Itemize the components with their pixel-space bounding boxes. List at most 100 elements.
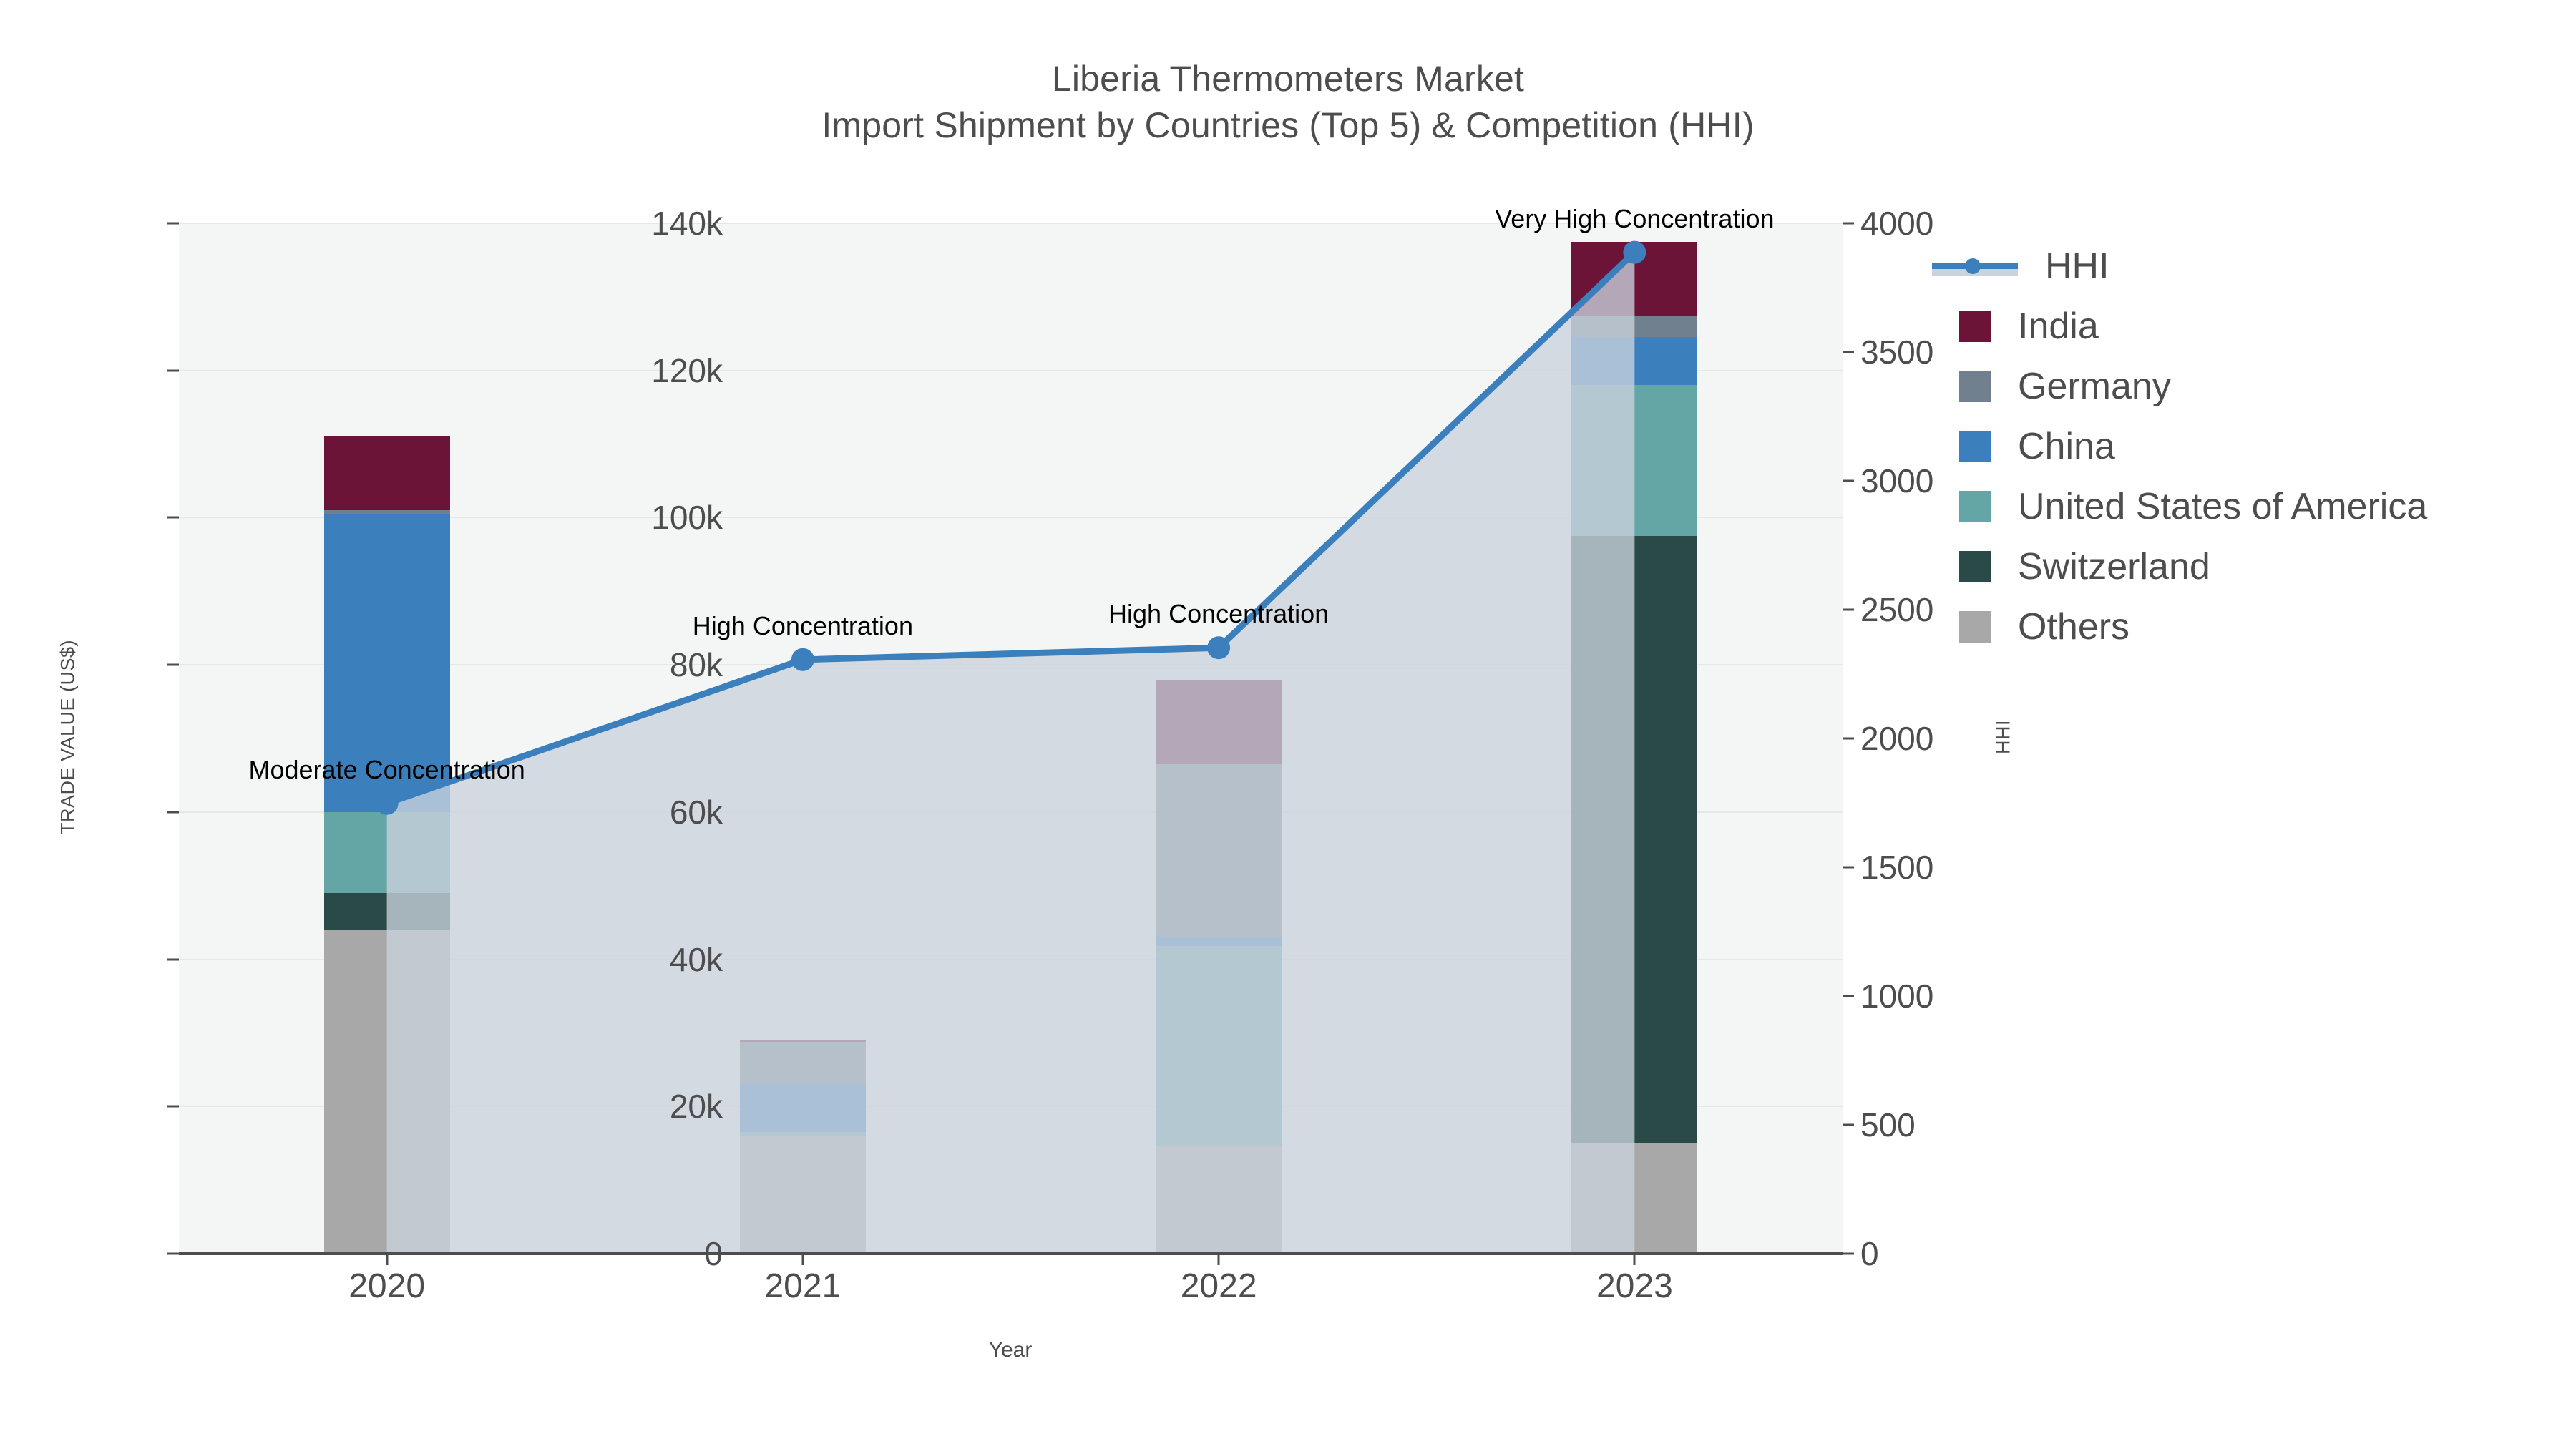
y-tick-label: 20k bbox=[669, 1088, 723, 1126]
secondary-y-tick-mark bbox=[1843, 866, 1854, 869]
y-tick: 20k bbox=[670, 1087, 723, 1126]
bar-segment[interactable] bbox=[1571, 1143, 1698, 1254]
y-tick: 80k bbox=[670, 645, 723, 684]
secondary-y-tick-label: 2500 bbox=[1860, 591, 1934, 628]
y-tick: 40k bbox=[670, 940, 723, 979]
secondary-y-tick-label: 3000 bbox=[1860, 462, 1934, 499]
legend-item-hhi[interactable]: HHI bbox=[1932, 236, 2427, 296]
y-tick-label: 140k bbox=[651, 205, 723, 242]
secondary-y-tick-mark bbox=[1843, 1123, 1854, 1126]
y-tick-mark bbox=[167, 1105, 179, 1108]
bar-segment[interactable] bbox=[323, 436, 450, 511]
bar-segment[interactable] bbox=[323, 811, 450, 893]
chart-subtitle: Import Shipment by Countries (Top 5) & C… bbox=[821, 105, 1755, 145]
y-tick-mark bbox=[167, 222, 179, 225]
y-tick: 120k bbox=[651, 351, 723, 390]
secondary-y-tick-mark bbox=[1843, 1252, 1854, 1255]
x-tick-label: 2021 bbox=[764, 1267, 841, 1305]
secondary-y-tick-label: 0 bbox=[1860, 1235, 1879, 1272]
x-tick-label: 2023 bbox=[1596, 1267, 1673, 1305]
y-tick: 140k bbox=[651, 204, 723, 243]
bar-segment[interactable] bbox=[1571, 315, 1698, 338]
legend-item-india[interactable]: India bbox=[1932, 296, 2427, 356]
secondary-y-tick-label: 2000 bbox=[1860, 720, 1934, 757]
y-tick-mark bbox=[167, 811, 179, 814]
y-tick-label: 40k bbox=[669, 940, 723, 978]
bar-segment[interactable] bbox=[1156, 764, 1282, 937]
concentration-annotation: Very High Concentration bbox=[1495, 203, 1775, 233]
y-tick-mark bbox=[167, 516, 179, 519]
secondary-y-axis-title: HHI bbox=[1992, 720, 2014, 754]
legend: HHI India Germany China United States of Ame… bbox=[1932, 236, 2427, 657]
concentration-annotation: High Concentration bbox=[1108, 599, 1330, 629]
plot-area bbox=[179, 223, 1843, 1254]
x-tick-mark bbox=[1633, 1252, 1636, 1265]
bar-segment[interactable] bbox=[1571, 337, 1698, 386]
y-tick-mark bbox=[167, 958, 179, 961]
secondary-y-tick-mark bbox=[1843, 351, 1854, 353]
y-tick: 0 bbox=[704, 1234, 723, 1273]
legend-item-label: Switzerland bbox=[2018, 546, 2210, 587]
concentration-annotation: High Concentration bbox=[692, 610, 913, 640]
concentration-annotation: Moderate Concentration bbox=[248, 754, 525, 784]
bar-segment[interactable] bbox=[1156, 937, 1282, 947]
x-tick-label: 2022 bbox=[1180, 1267, 1257, 1305]
legend-item-label: Others bbox=[2018, 606, 2130, 648]
legend-item-label: HHI bbox=[2045, 245, 2109, 287]
legend-item-label: United States of America bbox=[2018, 486, 2428, 527]
y-tick-label: 120k bbox=[651, 351, 723, 389]
secondary-y-tick-label: 500 bbox=[1860, 1106, 1916, 1143]
bar-segment[interactable] bbox=[1156, 946, 1282, 1146]
gridline bbox=[179, 223, 1843, 224]
x-tick-label: 2020 bbox=[348, 1267, 426, 1305]
y-tick: 60k bbox=[670, 793, 723, 831]
bar-segment[interactable] bbox=[1156, 679, 1282, 764]
x-axis-line bbox=[179, 1252, 1843, 1255]
x-tick-mark bbox=[801, 1252, 804, 1265]
secondary-y-tick-label: 4000 bbox=[1860, 205, 1934, 242]
x-axis-title: Year bbox=[988, 1338, 1033, 1362]
bar-segment[interactable] bbox=[1156, 1145, 1282, 1254]
secondary-y-tick-mark bbox=[1843, 479, 1854, 482]
legend-item-united-states-of-america[interactable]: United States of America bbox=[1932, 477, 2427, 537]
legend-color-swatch bbox=[1959, 371, 1991, 402]
chart-title-block: Liberia Thermometers Market Import Shipm… bbox=[0, 56, 2576, 149]
bar-segment[interactable] bbox=[1571, 536, 1698, 1143]
y-tick: 100k bbox=[651, 498, 723, 537]
legend-item-label: China bbox=[2018, 426, 2115, 467]
legend-color-swatch bbox=[1959, 551, 1991, 582]
legend-item-switzerland[interactable]: Switzerland bbox=[1932, 537, 2427, 597]
bar-segment[interactable] bbox=[739, 1136, 866, 1254]
legend-item-china[interactable]: China bbox=[1932, 416, 2427, 477]
legend-item-others[interactable]: Others bbox=[1932, 597, 2427, 657]
secondary-y-tick-mark bbox=[1843, 608, 1854, 611]
bar-segment[interactable] bbox=[323, 930, 450, 1254]
secondary-y-tick-mark bbox=[1843, 737, 1854, 740]
y-axis-title: TRADE VALUE (US$) bbox=[57, 639, 79, 835]
x-tick-mark bbox=[1217, 1252, 1220, 1265]
bar-segment[interactable] bbox=[1571, 385, 1698, 537]
bar-segment[interactable] bbox=[323, 893, 450, 930]
secondary-y-tick-label: 1000 bbox=[1860, 977, 1934, 1015]
y-tick-mark bbox=[167, 369, 179, 372]
bar-segment[interactable] bbox=[323, 510, 450, 514]
legend-item-germany[interactable]: Germany bbox=[1932, 356, 2427, 416]
bar-segment[interactable] bbox=[739, 1039, 866, 1042]
legend-color-swatch bbox=[1959, 491, 1991, 522]
hhi-line-key-icon bbox=[1932, 250, 2018, 282]
y-tick-label: 80k bbox=[669, 646, 723, 684]
y-tick-label: 60k bbox=[669, 793, 723, 831]
secondary-y-tick-label: 1500 bbox=[1860, 849, 1934, 886]
secondary-y-tick-mark bbox=[1843, 222, 1854, 225]
bar-segment[interactable] bbox=[739, 1084, 866, 1133]
bar-segment[interactable] bbox=[1571, 241, 1698, 316]
bar-segment[interactable] bbox=[739, 1132, 866, 1136]
bar-segment[interactable] bbox=[739, 1041, 866, 1085]
legend-color-swatch bbox=[1959, 431, 1991, 462]
legend-item-label: Germany bbox=[2018, 366, 2171, 407]
x-tick-mark bbox=[386, 1252, 389, 1265]
chart-title: Liberia Thermometers Market bbox=[1051, 59, 1525, 99]
secondary-y-tick-mark bbox=[1843, 995, 1854, 997]
legend-color-swatch bbox=[1959, 311, 1991, 342]
